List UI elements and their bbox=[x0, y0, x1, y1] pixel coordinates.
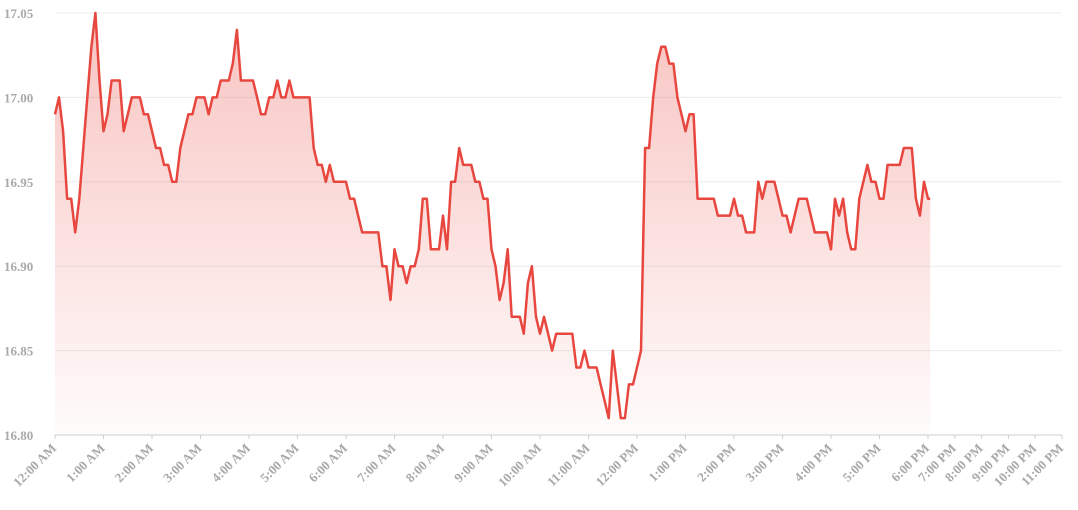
x-tick-label: 11:00 AM bbox=[544, 441, 593, 490]
x-tick-label: 7:00 AM bbox=[354, 441, 399, 486]
x-tick-label: 5:00 AM bbox=[257, 441, 302, 486]
area bbox=[55, 13, 931, 435]
x-tick-label: 2:00 AM bbox=[112, 441, 157, 486]
y-tick-label: 16.95 bbox=[4, 175, 34, 190]
x-tick-label: 12:00 AM bbox=[10, 441, 59, 490]
x-tick-label: 4:00 PM bbox=[791, 441, 835, 485]
y-tick-label: 17.05 bbox=[4, 6, 34, 21]
x-tick-label: 3:00 PM bbox=[743, 441, 787, 485]
y-tick-label: 16.90 bbox=[4, 259, 33, 274]
x-tick-label: 2:00 PM bbox=[694, 441, 738, 485]
x-tick-label: 1:00 PM bbox=[646, 441, 690, 485]
x-tick-label: 9:00 AM bbox=[451, 441, 496, 486]
y-tick-label: 16.85 bbox=[4, 344, 34, 359]
x-tick-label: 6:00 AM bbox=[306, 441, 351, 486]
y-tick-label: 17.00 bbox=[4, 90, 33, 105]
x-tick-label: 5:00 PM bbox=[840, 441, 884, 485]
x-tick-label: 3:00 AM bbox=[160, 441, 205, 486]
x-tick-label: 8:00 AM bbox=[403, 441, 448, 486]
x-tick-label: 12:00 PM bbox=[592, 441, 641, 490]
y-tick-label: 16.80 bbox=[4, 428, 33, 443]
x-tick-label: 10:00 AM bbox=[495, 441, 544, 490]
line bbox=[53, 11, 931, 420]
x-tick-label: 1:00 AM bbox=[63, 441, 108, 486]
x-tick-label: 4:00 AM bbox=[209, 441, 254, 486]
